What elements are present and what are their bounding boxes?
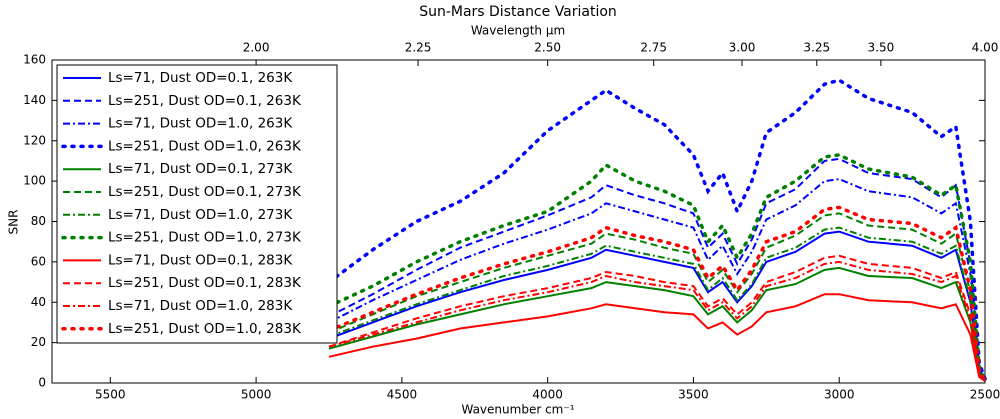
legend-label: Ls=71, Dust OD=0.1, 283K <box>108 252 293 268</box>
y-axis-label: SNR <box>7 210 21 235</box>
series-line <box>327 205 987 383</box>
y-tick-label: 0 <box>38 376 46 390</box>
y-tick-label: 160 <box>23 53 46 67</box>
x-tick-label: 4000 <box>532 388 563 402</box>
series-line <box>328 226 986 382</box>
legend-label: Ls=71, Dust OD=1.0, 263K <box>108 116 293 132</box>
x2-tick-label: 3.50 <box>868 41 895 55</box>
x2-tick-label: 2.25 <box>405 41 432 55</box>
x-tick-label: 2500 <box>970 388 1000 402</box>
series-line <box>328 157 986 382</box>
series-line <box>328 230 986 382</box>
x2-tick-label: 2.00 <box>243 41 270 55</box>
series-line <box>327 78 987 381</box>
x-tick-label: 5500 <box>95 388 126 402</box>
x2-tick-label: 3.00 <box>729 41 756 55</box>
chart-title: Sun-Mars Distance Variation <box>419 4 617 20</box>
x-tick-label: 3500 <box>678 388 709 402</box>
legend-label: Ls=251, Dust OD=0.1, 263K <box>108 93 302 109</box>
x2-tick-label: 4.00 <box>972 41 999 55</box>
series-line <box>328 266 986 382</box>
legend-label: Ls=251, Dust OD=0.1, 283K <box>108 275 302 291</box>
legend-box <box>56 64 338 344</box>
x-tick-label: 4500 <box>387 388 418 402</box>
y-tick-label: 100 <box>23 174 46 188</box>
x-tick-label: 5000 <box>241 388 272 402</box>
x-tick-label: 3000 <box>824 388 855 402</box>
x2-tick-label: 3.25 <box>803 41 830 55</box>
x-axis-label: Wavenumber cm⁻¹ <box>461 403 574 417</box>
series-line <box>328 293 986 382</box>
y-tick-label: 140 <box>23 93 46 107</box>
legend-label: Ls=251, Dust OD=1.0, 273K <box>108 230 302 246</box>
x2-axis-label: Wavelength μm <box>471 24 565 38</box>
y-tick-label: 40 <box>31 295 46 309</box>
y-tick-label: 60 <box>31 254 46 268</box>
legend-label: Ls=71, Dust OD=1.0, 273K <box>108 207 293 223</box>
x2-tick-label: 2.75 <box>640 41 667 55</box>
y-tick-label: 120 <box>23 133 46 147</box>
series-line <box>328 212 986 382</box>
legend-label: Ls=71, Dust OD=0.1, 273K <box>108 161 293 177</box>
series-line <box>327 153 987 383</box>
y-tick-label: 80 <box>31 214 46 228</box>
y-tick-label: 20 <box>31 335 46 349</box>
legend-label: Ls=71, Dust OD=1.0, 283K <box>108 298 293 314</box>
legend-label: Ls=71, Dust OD=0.1, 263K <box>108 70 293 86</box>
legend-label: Ls=251, Dust OD=1.0, 283K <box>108 321 302 337</box>
legend-label: Ls=251, Dust OD=0.1, 273K <box>108 184 302 200</box>
series-line <box>328 254 986 382</box>
legend-label: Ls=251, Dust OD=1.0, 263K <box>108 138 302 154</box>
series-line <box>328 178 986 382</box>
x2-tick-label: 2.50 <box>534 41 561 55</box>
